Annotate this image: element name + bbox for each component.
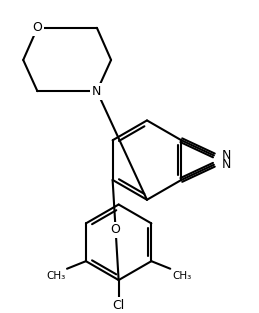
Text: O: O <box>111 223 120 237</box>
Text: Cl: Cl <box>112 299 125 312</box>
Text: CH₃: CH₃ <box>172 271 191 281</box>
Text: O: O <box>32 21 42 34</box>
Text: N: N <box>221 149 231 162</box>
Text: N: N <box>221 158 231 171</box>
Text: N: N <box>92 85 102 98</box>
Text: CH₃: CH₃ <box>46 271 65 281</box>
